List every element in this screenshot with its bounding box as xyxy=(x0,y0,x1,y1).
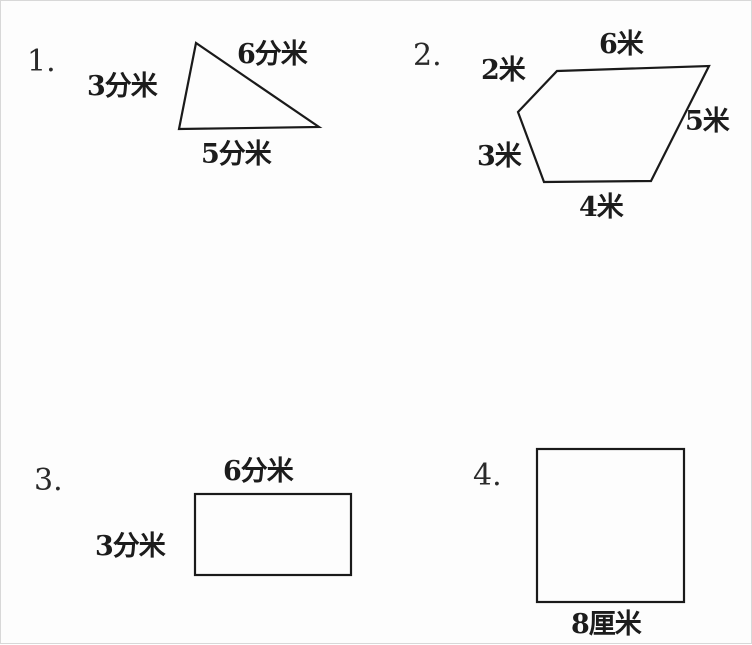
pentagon-shape xyxy=(516,64,711,184)
pentagon-top-label: 6米 xyxy=(599,29,644,60)
problem-2-number: 2. xyxy=(413,38,442,73)
rectangle-top-label: 6分米 xyxy=(223,456,294,487)
problem-3-number: 3. xyxy=(34,463,63,498)
square-shape xyxy=(535,447,686,604)
triangle-left-label: 3分米 xyxy=(87,71,158,102)
pentagon-upper-left-label: 2米 xyxy=(481,55,526,86)
rectangle-left-label: 3分米 xyxy=(95,531,166,562)
pentagon-right-label: 5米 xyxy=(685,106,730,137)
rectangle-shape xyxy=(193,492,353,577)
pentagon-bottom-label: 4米 xyxy=(579,192,624,223)
square-bottom-label: 8厘米 xyxy=(571,609,642,640)
triangle-top-label: 6分米 xyxy=(237,39,308,70)
problem-4-number: 4. xyxy=(473,458,502,493)
pentagon-lower-left-label: 3米 xyxy=(477,141,522,172)
triangle-shape xyxy=(177,41,323,131)
problem-1-number: 1. xyxy=(27,44,56,79)
triangle-bottom-label: 5分米 xyxy=(201,139,272,170)
